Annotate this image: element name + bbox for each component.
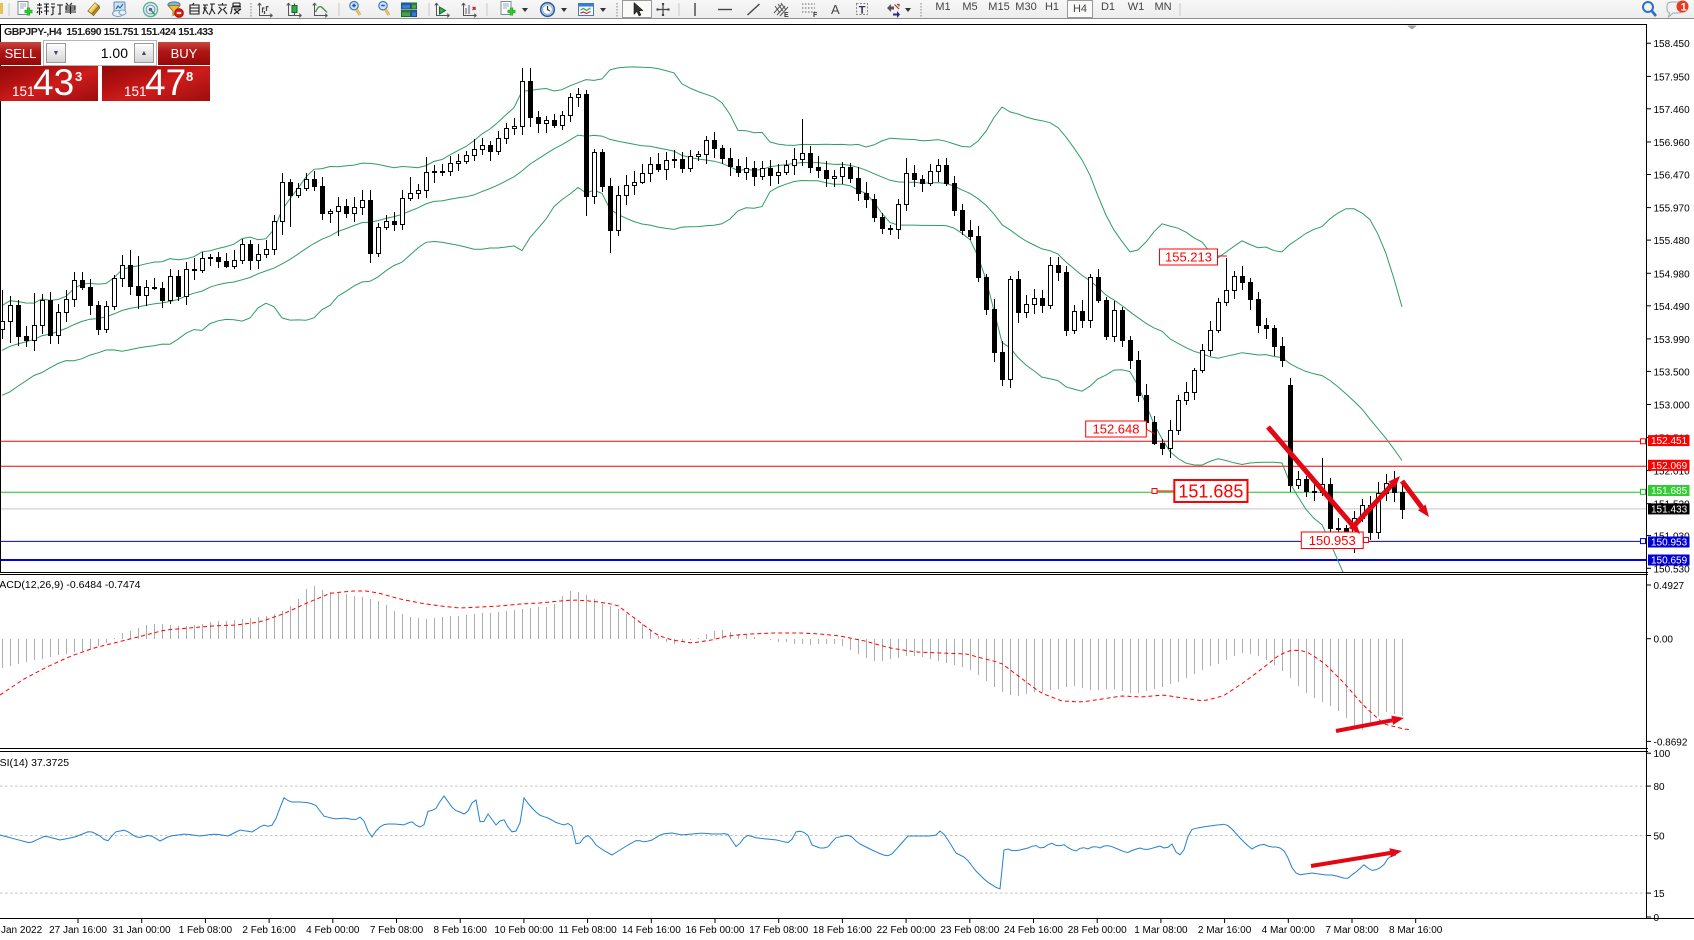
svg-text:158.450: 158.450 (1654, 39, 1691, 50)
svg-text:E: E (784, 12, 789, 18)
svg-text:150.953: 150.953 (1651, 538, 1688, 549)
svg-text:16 Feb 00:00: 16 Feb 00:00 (686, 925, 745, 936)
svg-text:153.990: 153.990 (1654, 335, 1691, 346)
svg-text:151.685: 151.685 (1651, 486, 1688, 497)
svg-text:156.960: 156.960 (1654, 138, 1691, 149)
svg-text:157.950: 157.950 (1654, 72, 1691, 83)
svg-text:0.4927: 0.4927 (1654, 581, 1685, 592)
svg-text:MACD(12,26,9) -0.6484 -0.7474: MACD(12,26,9) -0.6484 -0.7474 (0, 579, 141, 591)
svg-text:50: 50 (1654, 832, 1666, 843)
svg-text:RSI(14) 37.3725: RSI(14) 37.3725 (0, 757, 69, 769)
svg-text:7 Mar 08:00: 7 Mar 08:00 (1325, 925, 1379, 936)
svg-text:8 Feb 16:00: 8 Feb 16:00 (434, 925, 488, 936)
svg-text:23 Feb 08:00: 23 Feb 08:00 (940, 925, 999, 936)
svg-text:T: T (859, 5, 866, 17)
svg-text:1 Feb 08:00: 1 Feb 08:00 (179, 925, 233, 936)
svg-text:4 Feb 00:00: 4 Feb 00:00 (306, 925, 360, 936)
svg-text:153.500: 153.500 (1654, 367, 1691, 378)
svg-text:0: 0 (1654, 913, 1660, 924)
svg-text:155.213: 155.213 (1165, 250, 1212, 265)
svg-text:7 Feb 08:00: 7 Feb 08:00 (370, 925, 424, 936)
svg-text:Jan 2022: Jan 2022 (1, 925, 43, 936)
svg-text:150.530: 150.530 (1654, 564, 1691, 575)
svg-text:152.648: 152.648 (1093, 422, 1140, 437)
svg-text:100: 100 (1654, 749, 1671, 760)
svg-text:155.480: 155.480 (1654, 236, 1691, 247)
svg-text:154.980: 154.980 (1654, 269, 1691, 280)
svg-text:4 Mar 00:00: 4 Mar 00:00 (1262, 925, 1316, 936)
svg-text:150.953: 150.953 (1309, 533, 1356, 548)
svg-text:F: F (813, 12, 818, 18)
svg-text:156.470: 156.470 (1654, 171, 1691, 182)
svg-text:-0.8692: -0.8692 (1654, 737, 1688, 748)
svg-text:1 Mar 08:00: 1 Mar 08:00 (1134, 925, 1188, 936)
svg-text:151.685: 151.685 (1178, 481, 1243, 501)
svg-text:2 Mar 16:00: 2 Mar 16:00 (1198, 925, 1252, 936)
svg-text:150.659: 150.659 (1651, 556, 1688, 567)
svg-text:157.460: 157.460 (1654, 105, 1691, 116)
svg-text:152.010: 152.010 (1654, 467, 1691, 478)
svg-text:14 Feb 16:00: 14 Feb 16:00 (622, 925, 681, 936)
svg-text:24 Feb 16:00: 24 Feb 16:00 (1004, 925, 1063, 936)
svg-text:0.00: 0.00 (1654, 635, 1674, 646)
svg-text:152.069: 152.069 (1651, 461, 1688, 472)
svg-text:2 Feb 16:00: 2 Feb 16:00 (242, 925, 296, 936)
svg-text:17 Feb 08:00: 17 Feb 08:00 (749, 925, 808, 936)
svg-text:151.433: 151.433 (1651, 504, 1688, 515)
svg-text:28 Feb 00:00: 28 Feb 00:00 (1068, 925, 1127, 936)
svg-text:A: A (831, 2, 840, 17)
svg-text:22 Feb 00:00: 22 Feb 00:00 (877, 925, 936, 936)
svg-text:152.451: 152.451 (1651, 436, 1688, 447)
svg-text:154.490: 154.490 (1654, 302, 1691, 313)
svg-text:27 Jan 16:00: 27 Jan 16:00 (49, 925, 107, 936)
svg-text:1: 1 (1681, 2, 1687, 14)
svg-text:31 Jan 00:00: 31 Jan 00:00 (113, 925, 171, 936)
svg-text:10 Feb 00:00: 10 Feb 00:00 (494, 925, 553, 936)
svg-text:155.970: 155.970 (1654, 204, 1691, 215)
svg-text:153.000: 153.000 (1654, 401, 1691, 412)
svg-text:11 Feb 08:00: 11 Feb 08:00 (558, 925, 617, 936)
svg-text:80: 80 (1654, 782, 1666, 793)
svg-text:18 Feb 16:00: 18 Feb 16:00 (813, 925, 872, 936)
svg-text:15: 15 (1654, 889, 1666, 900)
svg-text:8 Mar 16:00: 8 Mar 16:00 (1389, 925, 1443, 936)
